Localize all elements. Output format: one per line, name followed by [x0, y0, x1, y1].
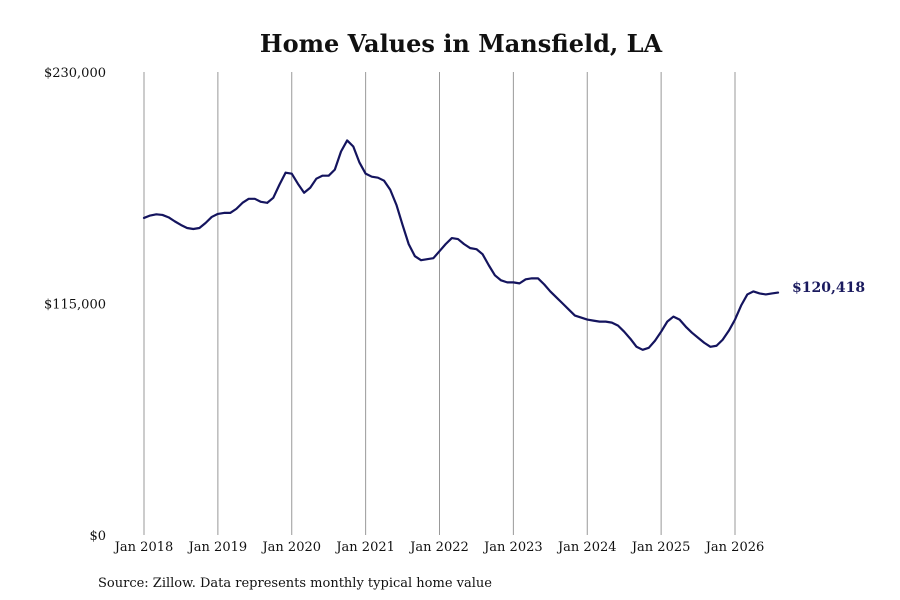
end-value-label: $120,418 — [792, 280, 865, 296]
y-tick-label: $0 — [89, 529, 106, 544]
x-tick-label: Jan 2026 — [704, 540, 765, 555]
x-tick-label: Jan 2025 — [630, 540, 691, 555]
series-layer — [142, 139, 780, 351]
x-tick-label: Jan 2022 — [408, 540, 469, 555]
chart-title: Home Values in Mansfield, LA — [260, 29, 663, 58]
x-tick-label: Jan 2021 — [334, 540, 395, 555]
series-line-0 — [142, 139, 780, 351]
y-axis-ticks: $0 $115,000 $230,000 — [44, 66, 106, 544]
x-tick-label: Jan 2019 — [187, 540, 248, 555]
x-tick-label: Jan 2023 — [482, 540, 543, 555]
x-tick-label: Jan 2020 — [260, 540, 321, 555]
x-tick-label: Jan 2024 — [556, 540, 617, 555]
x-tick-label: Jan 2018 — [113, 540, 174, 555]
y-tick-label: $115,000 — [44, 298, 106, 313]
gridlines — [143, 72, 736, 535]
y-tick-label: $230,000 — [44, 66, 106, 81]
x-axis-ticks: Jan 2018 Jan 2019 Jan 2020 Jan 2021 Jan 2022… — [113, 540, 765, 555]
source-note: Source: Zillow. Data represents monthly … — [98, 576, 492, 591]
